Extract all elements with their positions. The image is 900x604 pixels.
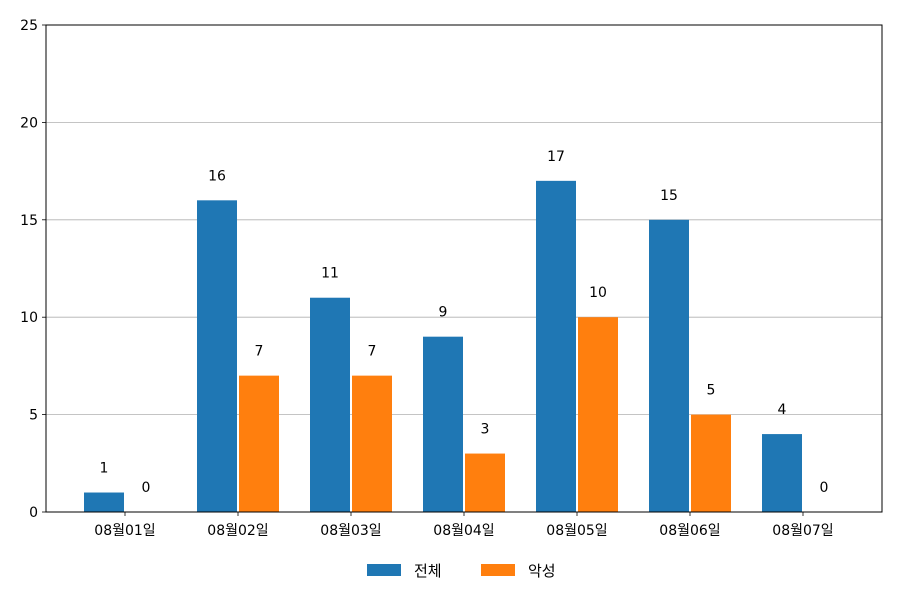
bar-total: [84, 492, 124, 512]
data-label-total: 1: [100, 461, 109, 477]
data-label-malicious: 0: [142, 480, 151, 496]
bar-total: [649, 219, 689, 513]
bar-total: [423, 336, 463, 512]
bars: [84, 180, 802, 513]
bar-total: [197, 200, 237, 512]
x-tick-label: 08월03일: [320, 523, 381, 539]
data-label-total: 11: [321, 266, 339, 282]
x-tick-label: 08월05일: [546, 523, 607, 539]
plot-frame: [45, 24, 883, 513]
bar-malicious: [578, 317, 618, 512]
x-tick-label: 08월07일: [772, 523, 833, 539]
data-label-malicious: 7: [255, 344, 264, 360]
y-tick-label: 10: [20, 310, 38, 326]
data-label-total: 9: [439, 305, 448, 321]
bar-malicious: [691, 414, 731, 512]
x-tick-label: 08월01일: [94, 523, 155, 539]
data-label-malicious: 7: [368, 344, 377, 360]
bar-malicious: [239, 375, 279, 512]
legend: 전체 악성: [367, 562, 556, 580]
legend-item-malicious: 악성: [528, 562, 556, 580]
legend-swatch: [367, 564, 401, 576]
y-tick-label: 5: [29, 408, 38, 424]
data-label-malicious: 5: [707, 383, 716, 399]
x-tick-label: 08월02일: [207, 523, 268, 539]
x-tick-label: 08월04일: [433, 523, 494, 539]
legend-swatch: [481, 564, 515, 576]
data-label-total: 17: [547, 149, 565, 165]
y-tick-label: 0: [29, 505, 38, 521]
y-tick-label: 20: [20, 115, 38, 131]
bar-total: [310, 297, 350, 512]
legend-item-total: 전체: [414, 562, 442, 580]
data-label-total: 16: [208, 168, 226, 184]
gridlines: [46, 122, 882, 416]
bar-total: [536, 180, 576, 512]
data-label-malicious: 0: [820, 480, 829, 496]
data-label-malicious: 10: [589, 285, 607, 301]
x-tick-label: 08월06일: [659, 523, 720, 539]
y-tick-label: 25: [20, 18, 38, 34]
data-label-malicious: 3: [481, 422, 490, 438]
bar-malicious: [352, 375, 392, 512]
data-label-total: 4: [778, 402, 787, 418]
y-tick-label: 15: [20, 213, 38, 229]
data-label-total: 15: [660, 188, 678, 204]
bar-total: [762, 434, 802, 512]
bar-malicious: [465, 453, 505, 512]
